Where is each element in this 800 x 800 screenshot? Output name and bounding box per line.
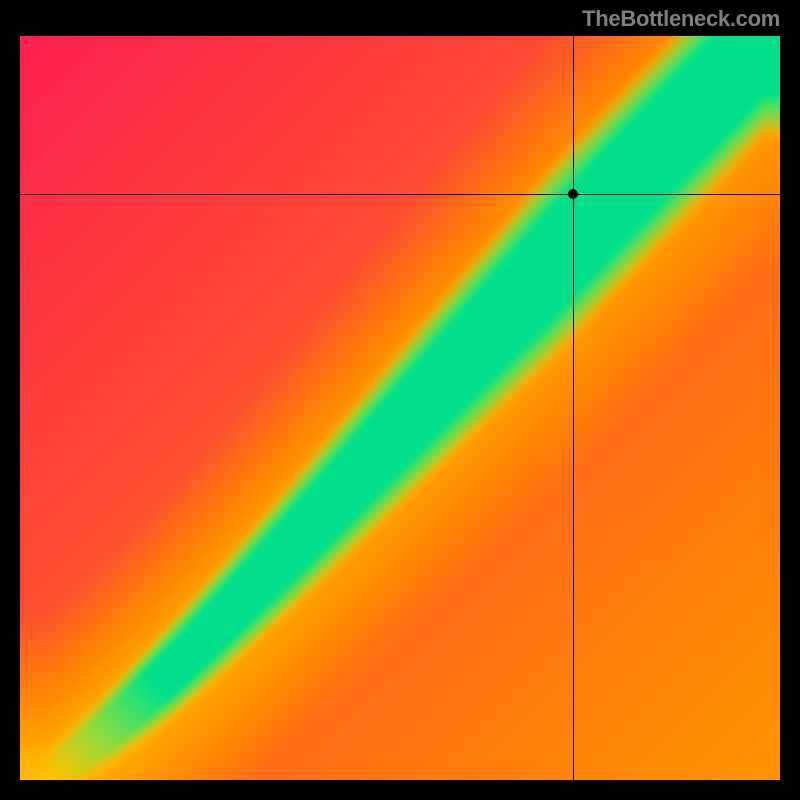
watermark-text: TheBottleneck.com	[582, 6, 780, 32]
crosshair-marker	[568, 189, 578, 199]
chart-container: TheBottleneck.com	[0, 0, 800, 800]
heatmap-canvas	[20, 36, 780, 780]
crosshair-vertical	[573, 36, 574, 780]
crosshair-horizontal	[20, 194, 780, 195]
heatmap-plot-area	[20, 36, 780, 780]
